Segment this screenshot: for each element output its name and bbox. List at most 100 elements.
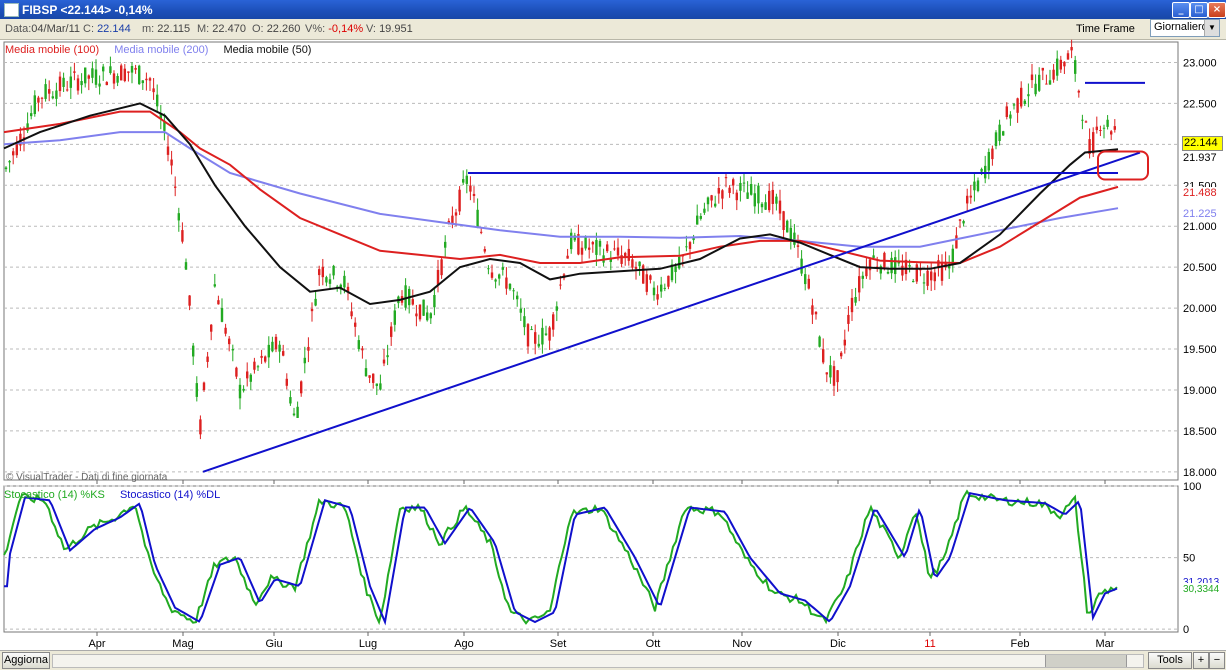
candle-body xyxy=(732,179,735,186)
candle-body xyxy=(307,346,310,351)
candle-body xyxy=(390,326,393,337)
candle-body xyxy=(199,419,202,435)
info-date: Data:04/Mar/11 xyxy=(5,23,81,35)
candle-body xyxy=(757,185,760,204)
candle-body xyxy=(328,279,332,284)
ma-legend: Media mobile (100) Media mobile (200) Me… xyxy=(5,44,323,56)
candle-body xyxy=(91,68,94,78)
candle-body xyxy=(264,356,267,362)
candle-body xyxy=(570,232,573,250)
candle-body xyxy=(555,306,558,311)
candle-body xyxy=(660,284,663,292)
candle-body xyxy=(73,71,76,73)
tools-button[interactable]: Tools xyxy=(1148,652,1192,669)
candle-body xyxy=(552,314,555,330)
candle-body xyxy=(267,344,270,358)
candle-body xyxy=(1063,61,1066,67)
candle-body xyxy=(235,367,238,377)
x-tick-label: 11 xyxy=(924,638,935,650)
candle-body xyxy=(1016,98,1019,113)
candle-body xyxy=(19,133,22,146)
x-tick-label: Nov xyxy=(732,638,752,650)
candle-body xyxy=(55,90,58,99)
candle-body xyxy=(476,209,479,227)
candle-body xyxy=(832,366,836,386)
candle-body xyxy=(901,265,904,276)
candle-body xyxy=(1023,100,1026,104)
candle-body xyxy=(1106,119,1109,127)
candle-body xyxy=(170,159,173,166)
ma200-line xyxy=(3,131,1119,248)
candle-body xyxy=(915,264,918,282)
candle-body xyxy=(238,384,242,399)
candle-body xyxy=(948,264,951,269)
oscillator-tick-label: 0 xyxy=(1183,624,1189,636)
candle-body xyxy=(166,146,170,155)
horizontal-scrollbar[interactable] xyxy=(52,654,1144,668)
scrollbar-thumb[interactable] xyxy=(1045,655,1127,667)
candle-body xyxy=(426,312,429,321)
x-tick-label: Dic xyxy=(830,638,846,650)
candle-body xyxy=(84,67,87,84)
timeframe-select[interactable]: Giornaliero ▼ xyxy=(1150,19,1220,37)
candle-body xyxy=(782,211,785,230)
candle-body xyxy=(256,366,260,368)
ma200-price-tag: 21.225 xyxy=(1182,208,1221,221)
minimize-button[interactable]: _ xyxy=(1172,2,1190,18)
candle-body xyxy=(541,327,544,345)
candle-body xyxy=(1045,83,1048,85)
candle-body xyxy=(1081,119,1084,121)
candle-body xyxy=(246,371,249,379)
candle-body xyxy=(444,241,447,248)
candle-body xyxy=(1099,129,1102,131)
oscillator-legend: Stocastico (14) %KS Stocastico (14) %DL xyxy=(4,489,232,501)
candle-body xyxy=(843,339,846,346)
candle-body xyxy=(746,192,749,199)
legend-ma50: Media mobile (50) xyxy=(223,44,312,56)
candle-body xyxy=(249,374,252,382)
candle-body xyxy=(1056,58,1059,76)
candle-body xyxy=(872,255,875,258)
candle-body xyxy=(944,261,947,268)
candle-body xyxy=(796,245,800,247)
candle-body xyxy=(814,311,818,315)
candle-body xyxy=(685,246,688,248)
chart-area[interactable]: 18.000 18.500 19.000 19.500 20.000 20.500 21.0… xyxy=(0,39,1226,650)
candle-body xyxy=(1088,139,1091,155)
candle-body xyxy=(652,287,656,296)
zoom-out-button[interactable]: − xyxy=(1209,652,1225,669)
candle-body xyxy=(436,269,440,285)
candle-body xyxy=(156,94,159,107)
candle-body xyxy=(163,120,166,131)
candle-body xyxy=(674,266,677,273)
price-tick-label: 19.500 xyxy=(1183,344,1217,356)
candle-body xyxy=(145,78,148,81)
candle-body xyxy=(354,322,357,327)
candle-body xyxy=(4,167,8,170)
candle-body xyxy=(670,264,674,281)
candle-body xyxy=(955,235,958,249)
chevron-down-icon: ▼ xyxy=(1204,20,1219,36)
candle-body xyxy=(789,227,792,242)
candle-body xyxy=(678,256,681,269)
candle-body xyxy=(609,258,612,262)
candle-body xyxy=(980,168,983,172)
candle-body xyxy=(595,239,598,255)
candle-body xyxy=(519,308,522,313)
candle-body xyxy=(253,361,256,370)
candle-body xyxy=(411,299,414,305)
candle-body xyxy=(465,175,468,184)
candle-body xyxy=(976,180,980,191)
close-button[interactable]: × xyxy=(1208,2,1226,18)
maximize-button[interactable]: □ xyxy=(1190,2,1208,18)
candle-body xyxy=(325,277,328,283)
candle-body xyxy=(566,255,569,259)
candle-body xyxy=(717,187,720,194)
candle-body xyxy=(793,232,796,245)
candle-body xyxy=(303,357,306,364)
update-button[interactable]: Aggiorna xyxy=(2,652,50,669)
candle-body xyxy=(375,383,378,387)
candle-body xyxy=(836,370,839,383)
candle-body xyxy=(991,148,994,160)
zoom-in-button[interactable]: + xyxy=(1193,652,1209,669)
